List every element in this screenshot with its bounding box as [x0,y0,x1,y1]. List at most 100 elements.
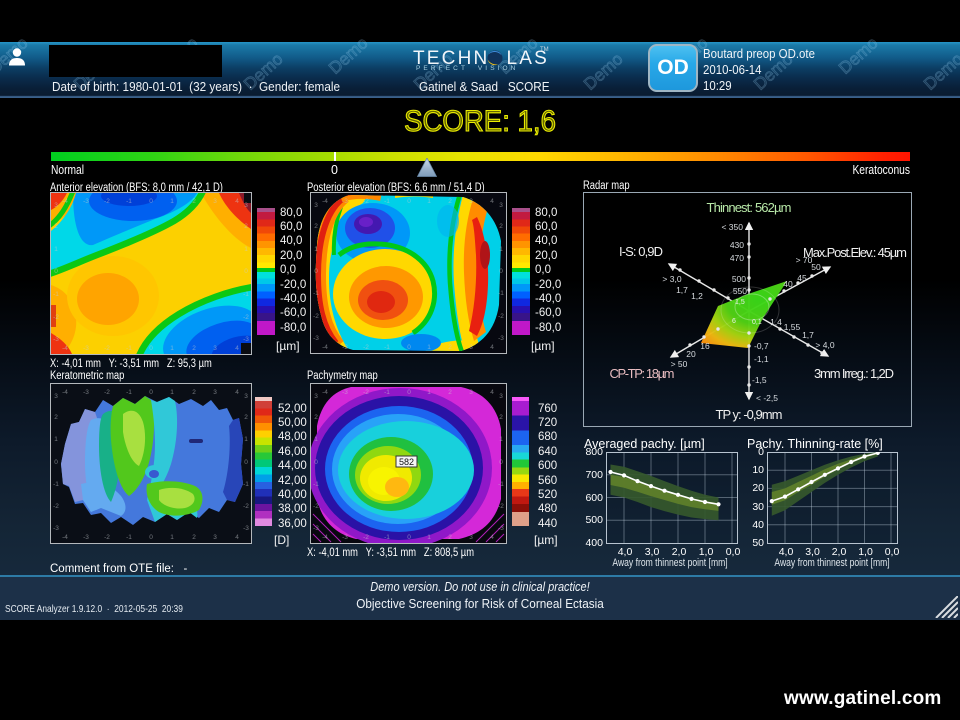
svg-text:3: 3 [244,202,248,209]
svg-text:3: 3 [54,202,58,209]
svg-text:0: 0 [407,198,411,205]
svg-text:< -2,5: < -2,5 [756,393,778,403]
svg-text:-3: -3 [342,344,348,351]
svg-text:1: 1 [427,344,431,351]
svg-text:-1: -1 [498,290,504,297]
svg-text:Max.Post.Elev.: 45µm: Max.Post.Elev.: 45µm [803,245,907,260]
svg-text:-2: -2 [104,345,110,352]
svg-text:-3: -3 [342,389,348,396]
svg-text:2: 2 [244,414,248,421]
svg-text:Thinnest: 562µm: Thinnest: 562µm [707,200,792,215]
svg-text:1,7: 1,7 [802,330,814,340]
svg-text:1: 1 [499,436,503,443]
svg-text:-1,1: -1,1 [754,354,769,364]
svg-text:1: 1 [427,389,431,396]
svg-text:-1: -1 [313,290,319,297]
svg-text:-4: -4 [62,534,68,541]
svg-text:0: 0 [149,198,153,205]
svg-text:I-S: 0,9D: I-S: 0,9D [619,244,663,259]
svg-text:3: 3 [213,345,217,352]
svg-text:-4: -4 [322,389,328,396]
svg-text:1,5: 1,5 [735,299,745,306]
svg-text:0: 0 [149,534,153,541]
svg-text:1: 1 [314,246,318,253]
svg-text:3: 3 [499,202,503,209]
svg-text:3: 3 [314,393,318,400]
svg-text:3: 3 [54,393,58,400]
svg-text:3: 3 [213,198,217,205]
svg-text:-2: -2 [104,198,110,205]
svg-text:-1: -1 [126,198,132,205]
svg-text:0: 0 [499,268,503,275]
svg-text:2: 2 [448,198,452,205]
svg-text:-3: -3 [498,525,504,532]
svg-text:-1: -1 [126,345,132,352]
svg-text:-1: -1 [313,481,319,488]
svg-text:-4: -4 [62,198,68,205]
svg-text:CP-TP: 18µm: CP-TP: 18µm [610,366,675,381]
svg-text:3: 3 [314,202,318,209]
svg-text:-3: -3 [83,198,89,205]
svg-text:1: 1 [244,436,248,443]
svg-text:-3: -3 [313,335,319,342]
svg-text:-1: -1 [53,481,59,488]
svg-text:-2: -2 [313,503,319,510]
svg-text:< 350: < 350 [721,222,743,232]
svg-text:-2: -2 [243,314,249,321]
svg-text:0: 0 [407,534,411,541]
svg-text:-2: -2 [498,503,504,510]
svg-text:> 50: > 50 [671,359,688,369]
svg-text:1: 1 [54,246,58,253]
svg-text:2: 2 [314,223,318,230]
svg-text:6: 6 [732,318,736,325]
svg-text:430: 430 [730,240,744,250]
svg-text:16: 16 [700,341,710,351]
svg-text:0: 0 [314,268,318,275]
svg-text:-1: -1 [498,481,504,488]
svg-text:0: 0 [244,459,248,466]
svg-text:0,1: 0,1 [752,319,762,326]
svg-text:-2: -2 [498,313,504,320]
svg-text:-2: -2 [363,389,369,396]
svg-text:-4: -4 [322,198,328,205]
svg-text:2: 2 [499,223,503,230]
svg-text:0: 0 [54,459,58,466]
svg-text:2: 2 [192,534,196,541]
svg-text:1,2: 1,2 [691,291,703,301]
svg-text:1: 1 [427,198,431,205]
svg-text:-1,5: -1,5 [752,375,767,385]
svg-text:40: 40 [783,279,793,289]
svg-text:2: 2 [314,414,318,421]
svg-text:3mm Irreg.: 1,2D: 3mm Irreg.: 1,2D [814,366,894,381]
svg-text:45: 45 [797,273,807,283]
svg-text:-1: -1 [243,291,249,298]
svg-text:-2: -2 [53,314,59,321]
svg-text:3: 3 [469,198,473,205]
svg-text:-2: -2 [104,389,110,396]
svg-text:-2: -2 [313,313,319,320]
svg-text:4: 4 [490,198,494,205]
svg-text:1: 1 [170,389,174,396]
svg-text:-3: -3 [83,534,89,541]
svg-text:-3: -3 [498,335,504,342]
svg-text:2: 2 [192,345,196,352]
svg-text:1: 1 [170,534,174,541]
svg-text:-1: -1 [384,534,390,541]
svg-text:-1: -1 [384,344,390,351]
svg-text:-3: -3 [313,525,319,532]
svg-text:0: 0 [407,344,411,351]
svg-text:2: 2 [448,534,452,541]
svg-text:-3: -3 [83,389,89,396]
svg-text:1: 1 [170,345,174,352]
svg-text:1: 1 [427,534,431,541]
svg-text:1: 1 [314,436,318,443]
svg-text:4: 4 [235,389,239,396]
svg-text:0: 0 [149,389,153,396]
svg-text:3: 3 [469,344,473,351]
svg-text:-1: -1 [126,534,132,541]
svg-text:4: 4 [235,534,239,541]
svg-text:4: 4 [235,198,239,205]
svg-text:-3: -3 [53,525,59,532]
svg-text:-2: -2 [363,534,369,541]
svg-text:TP y: -0,9mm: TP y: -0,9mm [716,407,783,422]
